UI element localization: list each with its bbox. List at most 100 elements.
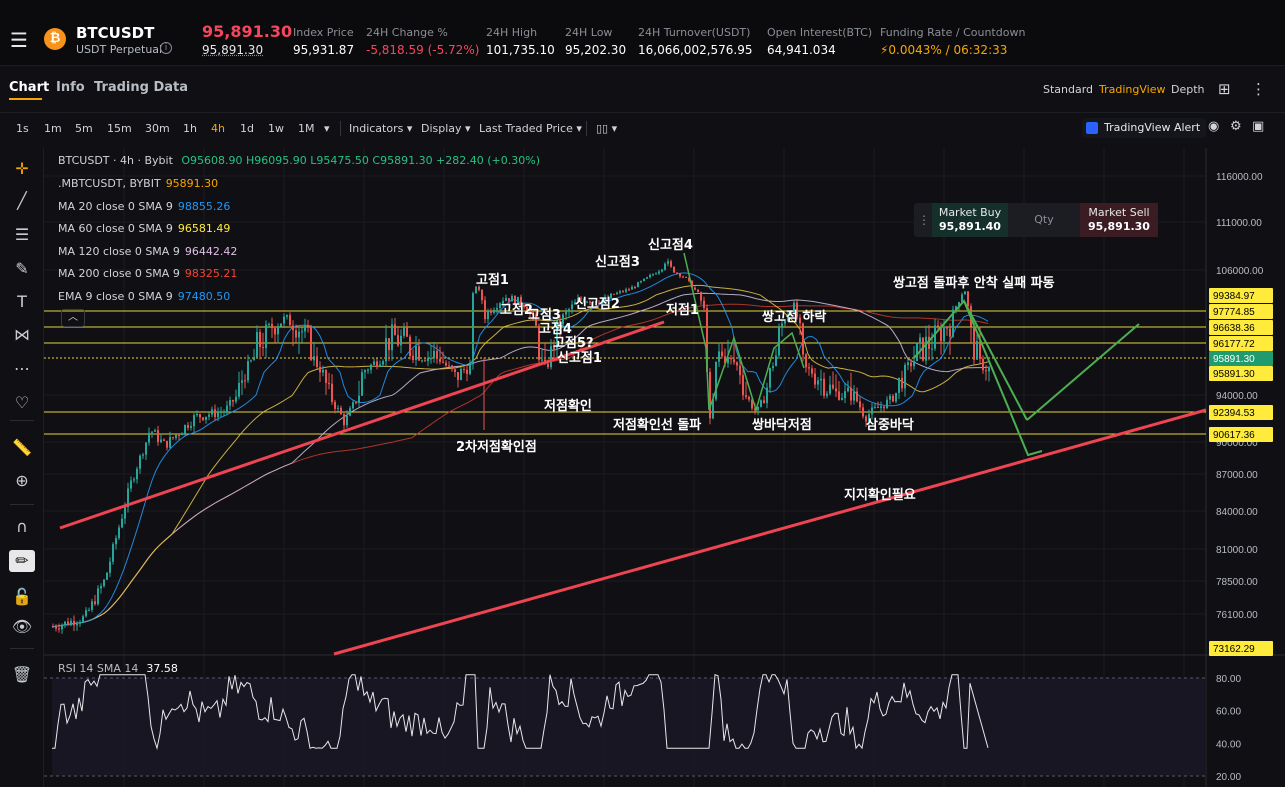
legend-line: MA 60 close 0 SMA 9 96581.49 [58,222,230,235]
chart-area[interactable]: 116000.00 111000.00 106000.00 94000.00 90000… [44,148,1285,787]
candle-body [622,291,624,293]
trendline-icon[interactable]: ╱ [17,191,27,210]
candle-body [244,380,246,382]
timeframe-1d[interactable]: 1d [240,122,254,135]
candle-body [202,417,204,420]
market-buy-button[interactable]: Market Buy 95,891.40 [932,203,1008,237]
candle-body [772,366,774,369]
fullscreen-icon[interactable]: ▣ [1252,119,1265,134]
tab-chart[interactable]: Chart [9,80,50,95]
view-standard[interactable]: Standard [1043,83,1094,96]
timeframe-30m[interactable]: 30m [145,122,170,135]
candle-body [394,324,396,336]
layout-grid-icon[interactable]: ⊞ [1218,80,1231,98]
timeframe-1M[interactable]: 1M [298,122,315,135]
magnet-icon[interactable]: ∩ [16,517,28,536]
candle-body [451,365,453,370]
pattern-icon[interactable]: ⋈ [14,325,30,344]
stat-value: 16,066,002,576.95 [638,43,753,57]
unlock-icon[interactable]: 🔓 [12,587,32,606]
active-tab-indicator [9,98,42,100]
timeframe-5m[interactable]: 5m [75,122,93,135]
candle-body [52,626,54,628]
candle-body [901,377,903,389]
crosshair-icon[interactable]: ✛ [15,159,29,178]
eye-icon[interactable]: 👁 [11,617,33,636]
candle-body [391,324,393,351]
candle-body [535,314,537,326]
timeframe-4h[interactable]: 4h [211,122,225,135]
settings-gear-icon[interactable]: ⚙ [1230,119,1242,134]
rsi-label: RSI 14 SMA 14 [58,662,139,675]
brush-icon[interactable]: ✎ [15,259,29,278]
candle-body [760,400,762,407]
timeframe-more-chevron-icon[interactable]: ▾ [324,122,330,135]
hamburger-menu-icon[interactable]: ☰ [10,28,28,52]
candle-body [967,291,969,307]
qty-input[interactable]: Qty [1034,213,1054,226]
bitcoin-icon: ₿ [44,28,66,50]
chart-toolbar: 1s 1m 5m 15m 30m 1h 4h 1d 1w 1M ▾ Indica… [0,112,1285,142]
chart-annotation: 쌍고점 하락 [762,309,826,325]
legend-line-value: 95891.30 [165,177,219,190]
view-depth[interactable]: Depth [1171,83,1205,96]
timeframe-1h[interactable]: 1h [183,122,197,135]
candle-body [316,356,318,367]
more-vertical-icon[interactable]: ⋮ [1251,80,1266,98]
timeframe-1m[interactable]: 1m [44,122,62,135]
text-icon[interactable]: T [17,292,27,311]
rsi-tick-label: 20.00 [1216,772,1241,783]
tab-info[interactable]: Info [56,80,85,95]
price-type-select[interactable]: Last Traded Price ▾ [479,122,582,135]
stat-value: 95,931.87 [293,43,355,57]
timeframe-15m[interactable]: 15m [107,122,132,135]
candle-body [679,273,681,277]
stat-value: 101,735.10 [486,43,555,57]
ruler-icon[interactable]: 📏 [12,438,32,457]
camera-icon[interactable]: ◉ [1208,119,1220,134]
candle-body [946,326,948,329]
stat-label: Funding Rate / Countdown [880,26,1026,39]
price-tick-label: 78500.00 [1216,577,1258,588]
candle-body [862,407,864,417]
candle-body [76,623,78,626]
candle-body [529,310,531,313]
toolbar-divider [586,121,587,136]
zoom-in-icon[interactable]: ⊕ [15,471,29,490]
candle-body [889,395,891,400]
symbol-name[interactable]: BTCUSDT [76,24,155,42]
candle-body [937,325,939,327]
candle-body [274,328,276,335]
candle-body [796,302,798,318]
info-icon[interactable]: i [160,42,172,54]
candle-body [619,291,621,293]
candle-body [916,343,918,362]
heart-icon[interactable]: ♡ [14,393,30,412]
candle-body [610,293,612,299]
candle-body [823,378,825,396]
candle-body [685,276,687,278]
candle-type-icon[interactable]: ▯▯ ▾ [596,122,618,135]
tradingview-alert-button[interactable]: TradingView Alert [1082,118,1207,138]
candle-body [271,323,273,329]
tab-trading-data[interactable]: Trading Data [94,80,189,95]
lock-drawing-icon[interactable]: ✏ [9,550,35,572]
candle-body [877,406,879,408]
fib-icon[interactable]: ☰ [14,225,30,244]
collapse-legend-button[interactable]: ︿ [61,309,85,327]
market-sell-button[interactable]: Market Sell 95,891.30 [1080,203,1158,237]
trash-icon[interactable]: 🗑 [11,665,33,684]
timeframe-1w[interactable]: 1w [268,122,284,135]
timeframe-1s[interactable]: 1s [16,122,29,135]
candle-body [91,601,93,610]
view-tradingview[interactable]: TradingView [1099,83,1166,96]
candle-body [697,289,699,293]
candle-body [454,369,456,373]
ma-60-line [51,284,989,628]
display-button[interactable]: Display ▾ [421,122,471,135]
forecast-icon[interactable]: ⋯ [14,359,30,378]
candle-body [178,435,180,437]
indicators-button[interactable]: Indicators ▾ [349,122,413,135]
toolbar-divider [340,121,341,136]
price-chart[interactable]: 116000.00 111000.00 106000.00 94000.00 90000… [44,148,1285,787]
